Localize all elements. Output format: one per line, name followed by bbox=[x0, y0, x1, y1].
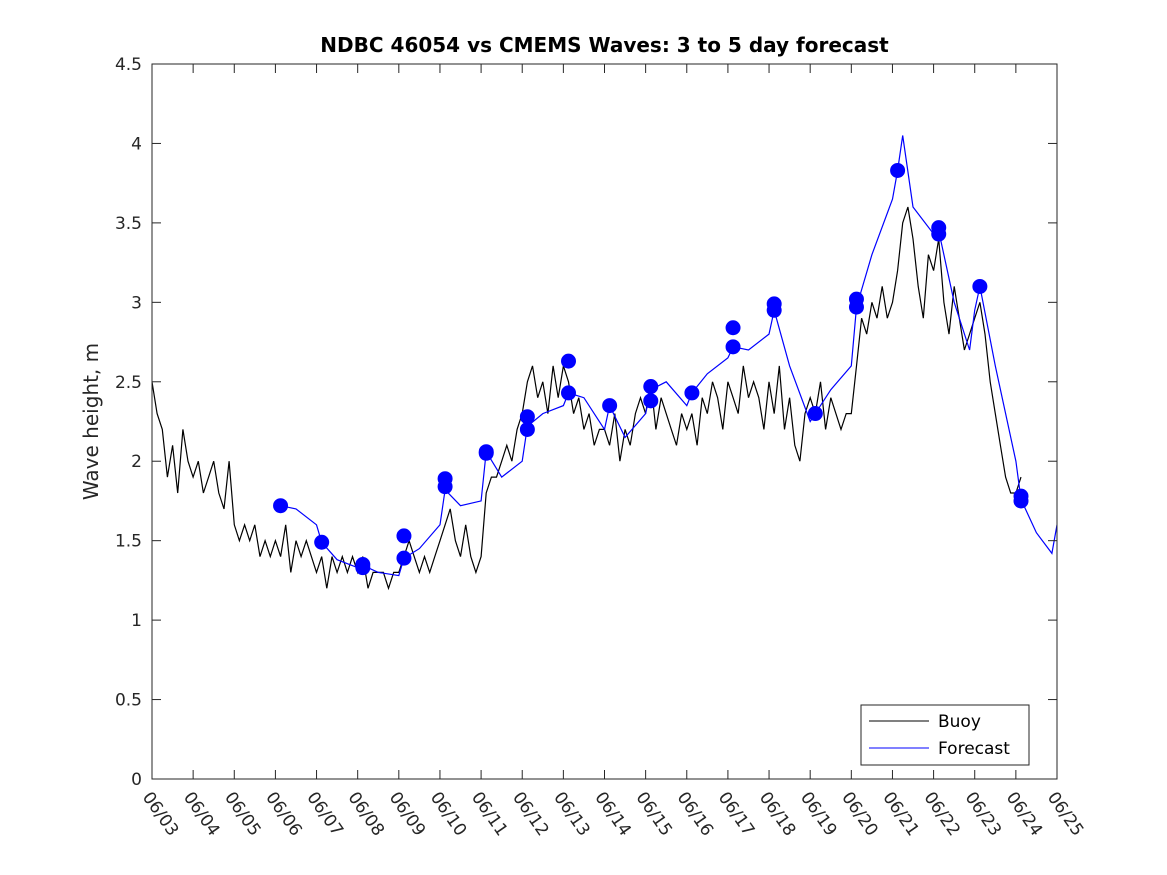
plot-area bbox=[152, 64, 1057, 779]
forecast-marker bbox=[273, 498, 289, 514]
forecast-marker bbox=[766, 302, 782, 318]
forecast-marker bbox=[848, 299, 864, 315]
tick-layer bbox=[151, 63, 1058, 780]
chart-title: NDBC 46054 vs CMEMS Waves: 3 to 5 day fo… bbox=[320, 33, 889, 57]
legend-box bbox=[860, 704, 1030, 766]
forecast-marker bbox=[602, 398, 618, 414]
series-line-buoy bbox=[152, 206, 1022, 591]
forecast-marker bbox=[643, 379, 659, 395]
y-tick-label: 1 bbox=[131, 611, 142, 631]
forecast-marker bbox=[890, 162, 906, 178]
forecast-marker-layer bbox=[273, 162, 1029, 576]
forecast-marker bbox=[355, 557, 371, 572]
y-tick-label: 0.5 bbox=[115, 691, 142, 711]
forecast-marker bbox=[972, 278, 988, 294]
forecast-marker bbox=[519, 409, 535, 425]
forecast-marker bbox=[684, 385, 700, 401]
legend-label-buoy: Buoy bbox=[938, 712, 981, 732]
legend: Buoy Forecast bbox=[860, 704, 1030, 766]
y-tick-label: 3.5 bbox=[115, 214, 142, 234]
forecast-marker bbox=[643, 393, 659, 409]
forecast-marker bbox=[314, 534, 330, 550]
legend-label-forecast: Forecast bbox=[938, 739, 1010, 759]
y-tick-label: 0 bbox=[131, 770, 142, 790]
forecast-marker bbox=[561, 353, 577, 369]
y-tick-label: 4 bbox=[131, 134, 142, 154]
forecast-marker bbox=[437, 479, 453, 495]
y-tick-label: 2.5 bbox=[115, 373, 142, 393]
forecast-marker bbox=[807, 406, 823, 422]
forecast-marker bbox=[725, 320, 741, 336]
forecast-marker bbox=[1013, 493, 1029, 509]
forecast-marker bbox=[396, 528, 412, 544]
y-tick-label: 1.5 bbox=[115, 532, 142, 552]
forecast-marker bbox=[561, 385, 577, 401]
y-tick-label: 2 bbox=[131, 452, 142, 472]
forecast-marker bbox=[725, 339, 741, 355]
y-tick-label: 4.5 bbox=[115, 55, 142, 75]
y-tick-label: 3 bbox=[131, 293, 142, 313]
forecast-marker bbox=[519, 421, 535, 437]
y-tick-labels: 0 0.5 1 1.5 2 2.5 3 3.5 4 4.5 bbox=[115, 55, 142, 790]
forecast-marker bbox=[396, 550, 412, 566]
y-axis-title: Wave height, m bbox=[79, 343, 103, 500]
forecast-marker bbox=[478, 445, 494, 461]
forecast-marker bbox=[931, 226, 947, 242]
